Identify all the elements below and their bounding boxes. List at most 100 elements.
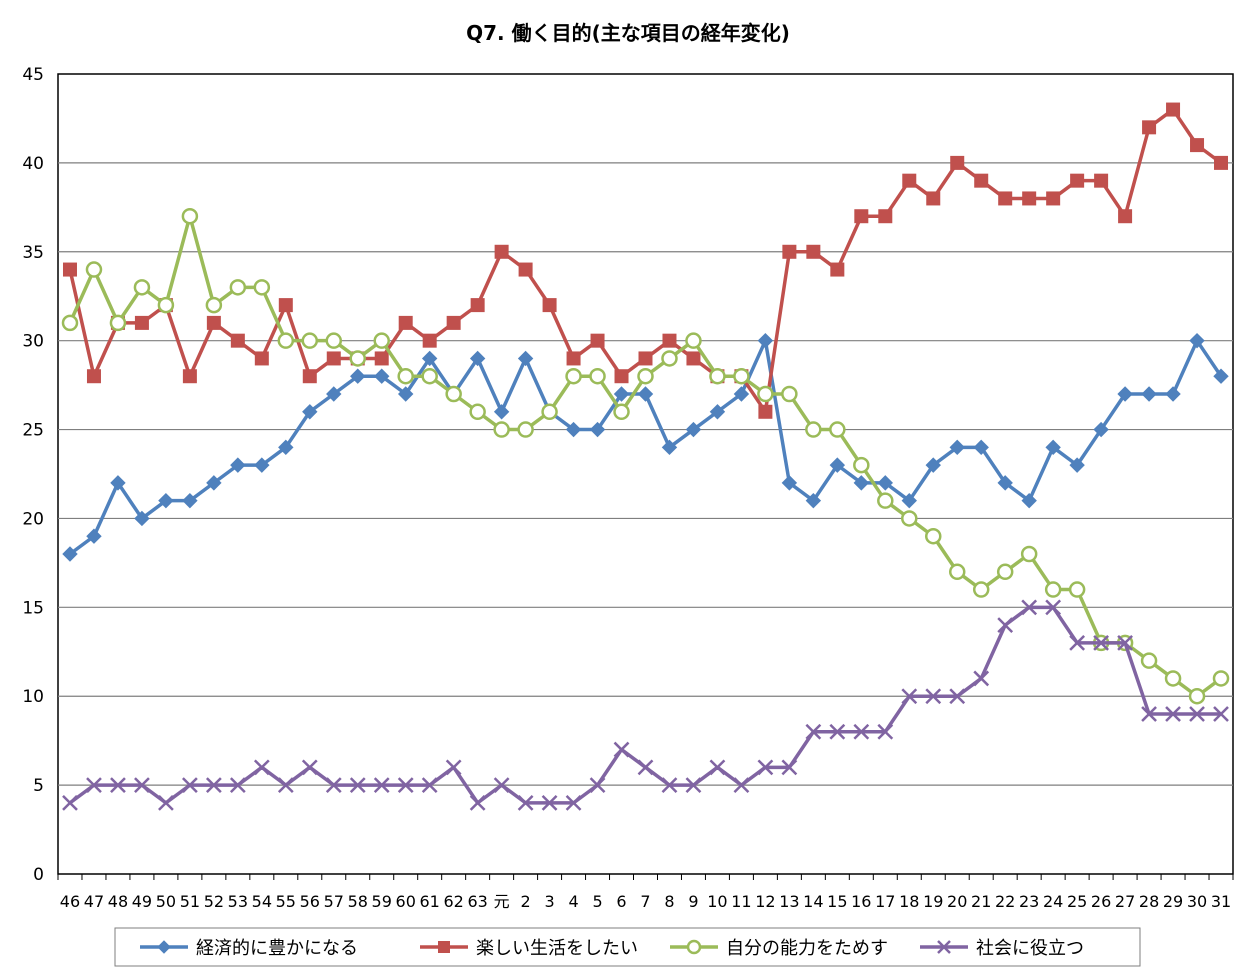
legend-label: 経済的に豊かになる bbox=[196, 938, 358, 959]
data-point-x bbox=[565, 795, 582, 811]
data-point-circle bbox=[1140, 652, 1158, 669]
data-point-circle bbox=[877, 492, 894, 509]
data-point-circle bbox=[901, 510, 918, 527]
data-point-circle bbox=[613, 403, 630, 421]
x-tick-label: 53 bbox=[228, 892, 248, 911]
data-point-square bbox=[638, 351, 653, 366]
data-point-square bbox=[806, 244, 821, 259]
data-point-circle bbox=[109, 314, 127, 332]
data-point-x bbox=[134, 777, 150, 793]
series-1 bbox=[62, 332, 1229, 562]
data-point-diamond bbox=[86, 528, 102, 544]
y-tick-label: 20 bbox=[22, 509, 44, 529]
data-point-square bbox=[1118, 209, 1133, 224]
data-point-diamond bbox=[206, 475, 222, 491]
data-point-circle bbox=[349, 350, 366, 367]
x-tick-label: 50 bbox=[156, 892, 176, 911]
x-tick-label: 46 bbox=[60, 892, 80, 911]
data-point-x bbox=[1093, 635, 1109, 651]
data-point-square bbox=[926, 191, 941, 206]
data-point-circle bbox=[996, 563, 1014, 581]
data-point-x bbox=[709, 759, 726, 776]
data-point-diamond bbox=[1189, 332, 1205, 349]
data-point-circle bbox=[829, 421, 846, 438]
data-point-square bbox=[1214, 155, 1229, 170]
data-point-square bbox=[438, 941, 450, 953]
data-point-circle bbox=[277, 332, 295, 349]
legend-box bbox=[114, 927, 1141, 967]
data-point-square bbox=[758, 404, 773, 419]
data-point-x bbox=[1213, 706, 1229, 722]
data-point-circle bbox=[61, 314, 79, 332]
data-point-diamond bbox=[877, 475, 894, 491]
data-point-x bbox=[517, 795, 534, 811]
data-point-x bbox=[1045, 599, 1062, 616]
data-point-x bbox=[637, 759, 654, 776]
data-point-circle bbox=[565, 367, 582, 385]
data-point-square bbox=[902, 173, 917, 188]
y-tick-label: 5 bbox=[33, 776, 44, 796]
x-tick-label: 11 bbox=[731, 892, 751, 911]
data-point-x bbox=[1117, 635, 1133, 651]
data-point-x bbox=[325, 777, 342, 793]
y-tick-label: 40 bbox=[22, 154, 44, 174]
data-point-x bbox=[253, 759, 270, 776]
data-point-diamond bbox=[781, 475, 798, 491]
data-point-square bbox=[206, 315, 221, 330]
data-point-x bbox=[853, 723, 870, 740]
x-tick-label: 61 bbox=[420, 892, 440, 911]
x-tick-label: 21 bbox=[971, 892, 991, 911]
data-point-x bbox=[877, 723, 894, 740]
data-point-x bbox=[661, 777, 678, 793]
data-point-diamond bbox=[134, 510, 150, 527]
x-tick-label: 57 bbox=[324, 892, 344, 911]
x-tick-label: 9 bbox=[688, 892, 698, 911]
x-tick-label: 62 bbox=[443, 892, 463, 911]
data-point-circle bbox=[325, 332, 343, 349]
y-tick-label: 45 bbox=[22, 65, 44, 85]
data-point-diamond bbox=[230, 457, 246, 473]
data-point-square bbox=[230, 333, 245, 348]
x-tick-label: 7 bbox=[640, 892, 650, 911]
data-point-circle bbox=[1188, 687, 1206, 705]
data-point-circle bbox=[157, 296, 175, 314]
data-point-diamond bbox=[1213, 368, 1229, 384]
data-point-diamond bbox=[517, 350, 534, 367]
data-point-diamond bbox=[1165, 386, 1181, 402]
data-point-circle bbox=[925, 527, 942, 545]
x-tick-label: 10 bbox=[707, 892, 727, 911]
data-point-circle bbox=[397, 367, 414, 385]
data-point-x bbox=[421, 777, 438, 793]
x-tick-label: 27 bbox=[1115, 892, 1135, 911]
data-point-square bbox=[590, 333, 605, 348]
x-tick-label: 15 bbox=[827, 892, 847, 911]
y-tick-label: 0 bbox=[33, 865, 44, 885]
data-point-circle bbox=[517, 421, 534, 438]
data-point-x bbox=[62, 795, 78, 811]
x-tick-label: 47 bbox=[84, 892, 104, 911]
data-point-diamond bbox=[302, 404, 318, 420]
data-point-circle bbox=[781, 385, 798, 403]
x-tick-label: 52 bbox=[204, 892, 224, 911]
data-point-x bbox=[685, 777, 702, 793]
data-point-square bbox=[1070, 173, 1085, 188]
data-point-diamond bbox=[397, 386, 414, 402]
data-point-x bbox=[781, 759, 798, 776]
data-point-diamond bbox=[1141, 386, 1157, 402]
data-point-diamond bbox=[733, 386, 750, 402]
data-point-square bbox=[686, 351, 701, 366]
data-point-square bbox=[950, 155, 965, 170]
data-point-diamond bbox=[469, 350, 486, 367]
data-point-square bbox=[974, 173, 989, 188]
y-tick-label: 35 bbox=[22, 243, 44, 263]
data-point-circle bbox=[757, 385, 774, 403]
data-point-diamond bbox=[278, 439, 294, 456]
data-point-x bbox=[997, 617, 1014, 633]
data-point-circle bbox=[1164, 670, 1182, 687]
data-point-diamond bbox=[62, 546, 78, 562]
data-point-square bbox=[86, 369, 101, 384]
x-tick-label: 25 bbox=[1067, 892, 1087, 911]
data-point-circle bbox=[1068, 581, 1086, 598]
x-tick-label: 59 bbox=[372, 892, 392, 911]
